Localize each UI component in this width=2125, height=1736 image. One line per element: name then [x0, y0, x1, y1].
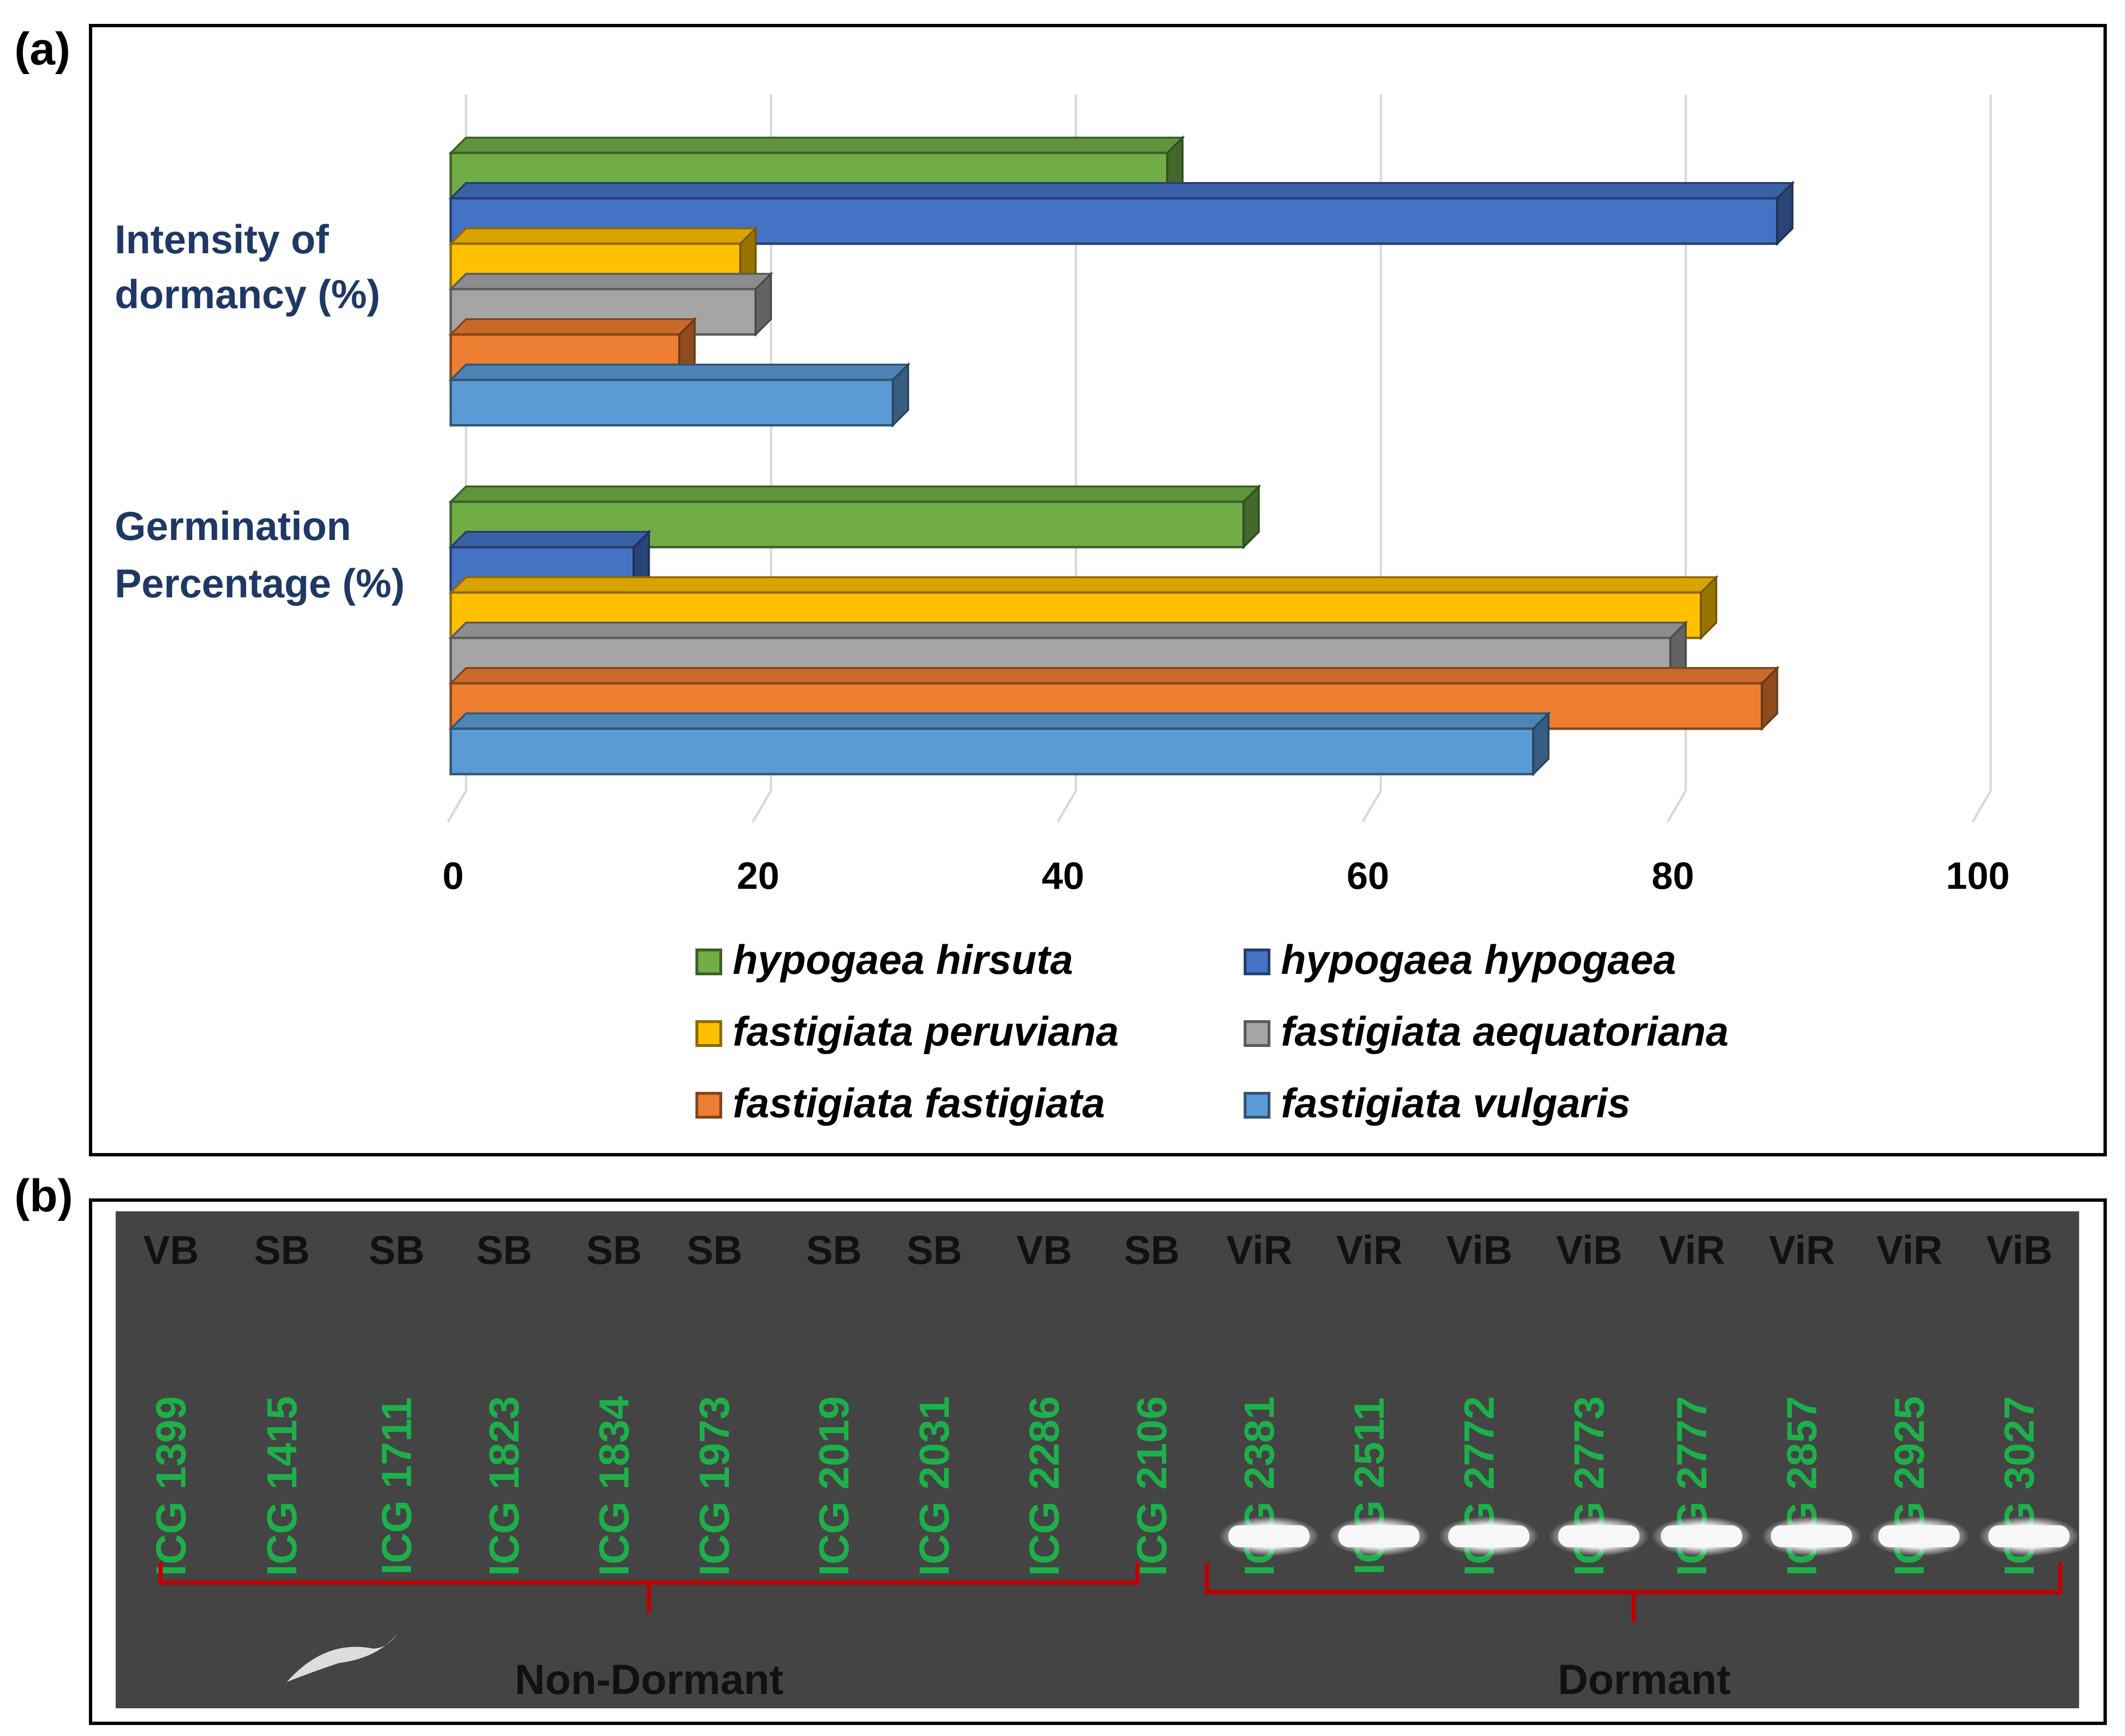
legend: hypogaea hirsuta hypogaea hypogaea fastigi… [695, 937, 1729, 1126]
legend-label: hypogaea hypogaea [1281, 937, 1676, 983]
gel-band-core [1771, 1525, 1852, 1547]
lane-type-label: SB [687, 1228, 743, 1272]
group-label-dormant: Dormant [1558, 1656, 1731, 1703]
gel-band-core [1988, 1525, 2070, 1547]
lane-type-label: ViR [1659, 1228, 1725, 1272]
lane-id-label: ICG 2031 [911, 1396, 958, 1576]
lane-type-label: SB [806, 1228, 862, 1272]
panel-a-label: (a) [14, 23, 71, 75]
legend-label: fastigiata aequatoriana [1281, 1009, 1729, 1055]
bar-side [1242, 484, 1260, 550]
lane-type-label: SB [254, 1228, 310, 1272]
legend-swatch [695, 1020, 722, 1047]
lane-type-label: ViR [1336, 1228, 1403, 1272]
legend-swatch [1244, 1020, 1270, 1047]
group-brackets: Non-Dormant Dormant [158, 1563, 2062, 1703]
legend-label: fastigiata fastigiata [733, 1080, 1105, 1126]
gel-lanes: VB ICG 1399 SB ICG 1415 SB ICG 1711 SB ICG 1823… [143, 1228, 2079, 1682]
legend-swatch [1244, 949, 1270, 975]
lane-id-label: ICG 2106 [1128, 1396, 1175, 1576]
gel-band-core [1661, 1525, 1742, 1547]
legend-label: fastigiata peruviana [733, 1009, 1119, 1055]
x-tick-label: 60 [1347, 854, 1389, 897]
bar-side [1761, 666, 1778, 731]
lane-type-label: SB [477, 1228, 532, 1272]
legend-label: hypogaea hirsuta [733, 937, 1073, 983]
lane-type-label: SB [1124, 1228, 1180, 1272]
lane-type-label: ViR [1876, 1228, 1943, 1272]
gridline-floor [1056, 790, 1077, 823]
lane-id-label: ICG 1973 [691, 1396, 738, 1576]
gridline-floor [1971, 790, 1992, 823]
panel-a-frame [89, 24, 2107, 1156]
x-tick-labels: 0 20 40 60 80 100 [443, 854, 2010, 897]
bar-side [755, 271, 772, 337]
lane-id-label: ICG 1711 [373, 1397, 420, 1575]
gridline-floor [1361, 790, 1382, 823]
legend-label: fastigiata vulgaris [1281, 1080, 1630, 1126]
gel-band-core [1338, 1525, 1420, 1547]
bar-chart: Intensity of dormancy (%) Germination Perce… [115, 95, 2010, 1126]
lane-type-label: SB [369, 1228, 425, 1272]
lane-id-label: ICG 1834 [590, 1396, 638, 1576]
category-label: Intensity of [115, 217, 329, 262]
bar-side [1776, 181, 1794, 246]
lane-type-label: ViB [1556, 1228, 1623, 1272]
lane-type-label: ViB [1446, 1228, 1513, 1272]
category-label: Percentage (%) [115, 561, 405, 606]
lane-type-label: VB [143, 1228, 199, 1272]
lane-id-label: ICG 1399 [147, 1396, 195, 1576]
gridline-floor [1666, 790, 1687, 823]
bar-side [1700, 575, 1717, 640]
lane-id-label: ICG 2286 [1020, 1396, 1068, 1576]
gel-artifact [287, 1634, 397, 1682]
x-tick-label: 20 [737, 854, 780, 897]
bar [449, 378, 894, 427]
legend-swatch [695, 1092, 722, 1119]
category-labels: Intensity of dormancy (%) Germination Perce… [115, 217, 405, 606]
gridline-floor [751, 790, 772, 823]
gel-band-core [1558, 1525, 1639, 1547]
lane-type-label: SB [907, 1228, 963, 1272]
panel-b-frame [89, 1198, 2107, 1725]
lane-id-label: ICG 2019 [810, 1396, 857, 1576]
x-tick-label: 80 [1652, 854, 1694, 897]
gel-band-core [1448, 1525, 1529, 1547]
lane-type-label: ViR [1226, 1228, 1293, 1272]
bracket-non-dormant [158, 1563, 1140, 1613]
bar-side [1532, 711, 1550, 776]
category-label: Germination [115, 504, 351, 549]
bar-side [892, 362, 910, 428]
lane-type-label: ViB [1986, 1228, 2053, 1272]
bar [449, 727, 1535, 776]
gel-background [116, 1211, 2079, 1708]
panel-b-label: (b) [14, 1170, 73, 1221]
legend-swatch [1244, 1092, 1270, 1119]
gridline-floor [446, 790, 467, 823]
group-label-non-dormant: Non-Dormant [515, 1656, 783, 1703]
lane-id-label: ICG 1823 [480, 1396, 528, 1576]
lane-type-label: ViR [1769, 1228, 1835, 1272]
category-label: dormancy (%) [115, 272, 380, 317]
lane-id-label: ICG 1415 [258, 1396, 305, 1576]
lane-type-label: VB [1017, 1228, 1073, 1272]
x-tick-label: 100 [1946, 854, 2009, 897]
lane-type-label: SB [586, 1228, 642, 1272]
gel-band-core [1228, 1525, 1310, 1547]
chart-bars [448, 135, 1795, 776]
bracket-dormant [1204, 1563, 2062, 1622]
legend-swatch [695, 949, 722, 975]
x-tick-label: 40 [1042, 854, 1084, 897]
gel-band-core [1878, 1525, 1960, 1547]
x-tick-label: 0 [443, 854, 464, 897]
